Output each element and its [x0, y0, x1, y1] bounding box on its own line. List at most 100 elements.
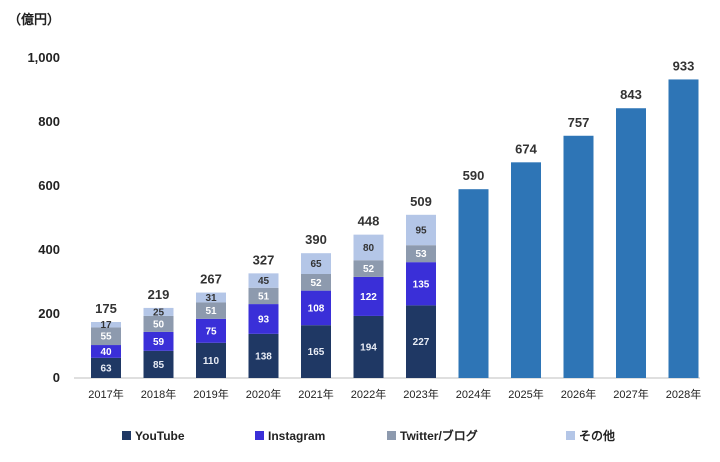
bar-segment [406, 305, 436, 378]
segment-value-label: 52 [363, 264, 375, 275]
y-tick-label: 0 [53, 370, 60, 385]
segment-value-label: 51 [205, 306, 217, 317]
bar-segment [353, 315, 384, 378]
x-tick-label: 2024年 [456, 387, 491, 401]
legend-swatch [387, 431, 396, 440]
bar-total-label: 843 [620, 87, 642, 102]
bar-segment [248, 287, 279, 305]
legend: YouTube Instagram Twitter/ブログ その他 [122, 428, 615, 443]
bar-total-label: 327 [253, 252, 275, 267]
bar-segment [91, 322, 121, 328]
bar-forecast [458, 189, 489, 378]
legend-swatch [122, 431, 131, 440]
segment-value-label: 110 [203, 356, 220, 367]
segment-value-label: 85 [153, 360, 165, 371]
segment-value-label: 50 [153, 319, 165, 330]
segment-value-label: 17 [100, 320, 112, 331]
segment-value-label: 45 [258, 276, 270, 287]
x-axis-ticks: 2017年 2018年 2019年 2020年 2021年 2022年 2023年 2024年… [88, 387, 701, 401]
segment-value-label: 40 [100, 347, 112, 358]
legend-label: Twitter/ブログ [400, 428, 478, 443]
bar-segment [406, 245, 436, 263]
legend-label: Instagram [268, 429, 325, 443]
segment-value-label: 122 [360, 292, 377, 303]
bar-segment [406, 262, 436, 306]
segment-value-label: 135 [413, 279, 430, 290]
bar-segment [301, 274, 331, 291]
y-tick-label: 600 [38, 178, 60, 193]
bar-segment [353, 260, 384, 277]
x-tick-label: 2020年 [246, 387, 281, 401]
segment-value-label: 51 [258, 291, 270, 302]
bar-total-label: 674 [515, 141, 537, 156]
segment-value-label: 52 [310, 278, 322, 289]
segment-value-label: 53 [415, 249, 427, 260]
segment-value-label: 63 [100, 363, 112, 374]
bar-segment [143, 350, 174, 378]
segment-value-label: 75 [205, 326, 217, 337]
bar-segment [353, 234, 384, 261]
bar-total-label: 509 [410, 194, 432, 209]
segment-value-label: 95 [415, 226, 427, 237]
segment-value-label: 108 [308, 303, 325, 314]
y-tick-label: 400 [38, 242, 60, 257]
segment-value-label: 31 [205, 293, 217, 304]
x-tick-label: 2027年 [613, 387, 648, 401]
x-tick-label: 2022年 [351, 387, 386, 401]
bar-segment [143, 331, 174, 351]
bar-forecast [563, 135, 594, 378]
legend-label: YouTube [135, 429, 185, 443]
bar-total-label: 267 [200, 272, 222, 287]
bar-segment [353, 276, 384, 316]
bar-total-label: 219 [148, 287, 170, 302]
y-tick-label: 200 [38, 306, 60, 321]
bar-total-label: 757 [568, 115, 590, 130]
bar-total-label: 933 [673, 58, 695, 73]
bar-segment [248, 273, 279, 288]
bar-segment [301, 290, 331, 326]
x-tick-label: 2025年 [508, 387, 543, 401]
bar-total-label: 590 [463, 168, 485, 183]
bar-forecast [511, 162, 541, 378]
bar-segment [406, 214, 436, 246]
segment-value-label: 80 [363, 243, 375, 254]
segment-value-label: 194 [360, 342, 377, 353]
y-axis-ticks: 0 200 400 600 800 1,000 [27, 50, 60, 385]
y-tick-label: 1,000 [27, 50, 60, 65]
segment-value-label: 65 [310, 259, 322, 270]
bar-segment [301, 325, 331, 378]
legend-label: その他 [579, 428, 615, 443]
x-tick-label: 2021年 [298, 387, 333, 401]
x-tick-label: 2026年 [561, 387, 596, 401]
unit-label: （億円） [8, 12, 60, 27]
bar-total-label: 390 [305, 232, 327, 247]
segment-value-label: 227 [413, 337, 430, 348]
x-tick-label: 2028年 [666, 387, 701, 401]
segment-value-label: 93 [258, 314, 270, 325]
bar-segment [91, 345, 121, 358]
bar-segment [196, 292, 226, 303]
x-tick-label: 2018年 [141, 387, 176, 401]
segment-value-label: 138 [255, 351, 272, 362]
x-tick-label: 2019年 [193, 387, 228, 401]
segment-value-label: 25 [153, 307, 165, 318]
legend-swatch [255, 431, 264, 440]
segment-value-label: 165 [308, 347, 325, 358]
bar-segment [143, 307, 174, 316]
bar-segment [196, 342, 226, 378]
segment-value-label: 59 [153, 337, 165, 348]
bar-total-label: 175 [95, 301, 117, 316]
legend-swatch [566, 431, 575, 440]
bar-segment [196, 318, 226, 343]
bar-total-label: 448 [358, 214, 380, 229]
bar-segment [91, 357, 121, 378]
bar-segment [301, 253, 331, 274]
bar-segment [196, 302, 226, 319]
bar-segment [91, 327, 121, 346]
segment-value-label: 55 [100, 332, 112, 343]
x-tick-label: 2023年 [403, 387, 438, 401]
bar-forecast [668, 79, 699, 378]
bar-segment [248, 333, 279, 378]
